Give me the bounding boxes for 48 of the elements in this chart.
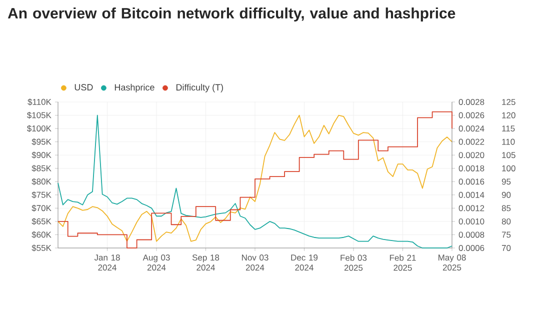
y3-tick-label: 80: [502, 218, 511, 224]
y-tick-label: $60K: [32, 231, 52, 238]
y3-tick-label: 90: [502, 192, 511, 198]
y2-tick-label: 0.0008: [458, 232, 484, 238]
y3-tick-label: 125: [502, 98, 516, 105]
y3-tick-label: 85: [502, 205, 511, 212]
y2-tick-label: 0.0028: [458, 98, 484, 105]
x-tick-label: Feb 03 2025: [340, 254, 367, 271]
x-tick-label: Aug 03 2024: [142, 254, 170, 271]
chart-title: An overview of Bitcoin network difficulty, value and hashprice: [8, 8, 456, 22]
y-tick-label: $80K: [32, 178, 52, 186]
x-tick-label: Nov 03 2024: [242, 254, 268, 271]
y3-tick-label: 75: [502, 232, 511, 238]
y3-tick-label: 105: [502, 152, 516, 158]
x-tick-label: May 08 2025: [438, 254, 466, 271]
y2-tick-label: 0.0024: [458, 126, 484, 132]
x-tick-label: Dec 19 2024: [291, 254, 318, 271]
y-tick-label: $90K: [32, 152, 52, 159]
y-tick-label: $70K: [32, 204, 52, 212]
x-tick-label: Jan 18 2024: [94, 254, 120, 271]
y-tick-label: $100K: [26, 125, 52, 132]
y2-tick-label: 0.0010: [458, 218, 484, 224]
y3-tick-label: 70: [502, 244, 511, 251]
y-tick-label: $85K: [32, 164, 52, 172]
y-tick-label: $55K: [32, 244, 52, 252]
legend-label: USD: [74, 84, 93, 90]
y3-tick-label: 110: [502, 138, 515, 145]
y2-tick-label: 0.0014: [458, 192, 484, 198]
y-tick-label: $110K: [28, 98, 52, 106]
y3-tick-label: 100: [502, 165, 516, 172]
y2-tick-label: 0.0026: [458, 112, 484, 118]
y2-tick-label: 0.0006: [458, 244, 484, 251]
y-tick-label: $95K: [32, 138, 52, 146]
y3-tick-label: 115: [502, 126, 515, 132]
y3-tick-label: 120: [502, 112, 516, 118]
y2-tick-label: 0.0020: [458, 152, 484, 158]
x-tick-label: Feb 21 2025: [390, 254, 416, 271]
y3-tick-label: 95: [502, 178, 511, 185]
y2-tick-label: 0.0018: [458, 165, 484, 172]
y-tick-label: $105K: [26, 112, 52, 119]
x-tick-label: Sep 18 2024: [192, 254, 220, 271]
y2-tick-label: 0.0016: [458, 178, 484, 185]
legend-label: Hashprice: [114, 84, 154, 92]
y-tick-label: $75K: [32, 191, 52, 198]
y2-tick-label: 0.0012: [458, 205, 484, 212]
y2-tick-label: 0.0022: [458, 138, 484, 145]
y-tick-label: $65K: [32, 218, 52, 225]
legend-label: Difficulty (T): [176, 84, 223, 92]
